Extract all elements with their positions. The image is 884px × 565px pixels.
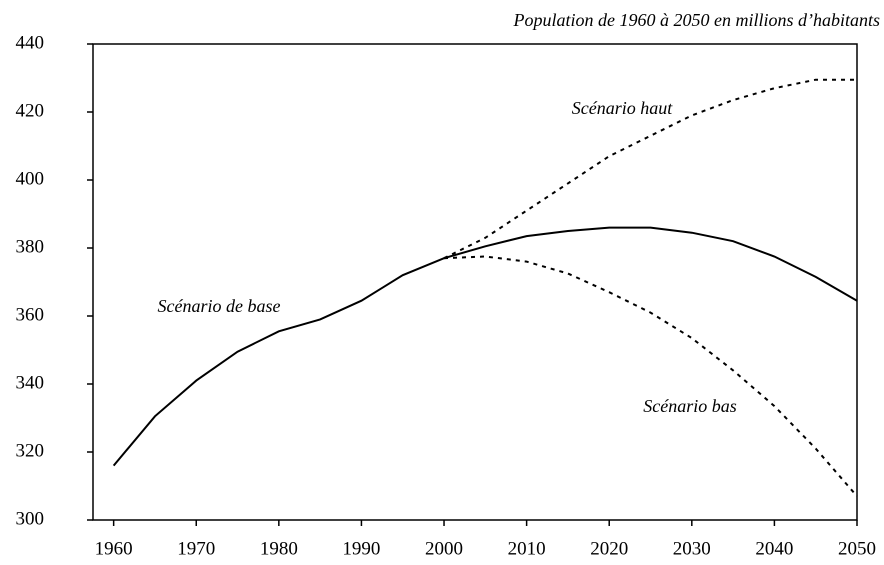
y-tick-label: 300 <box>16 508 45 529</box>
y-tick-label: 320 <box>16 440 45 461</box>
y-tick-label: 360 <box>16 304 45 325</box>
x-tick-label: 2040 <box>755 538 793 559</box>
x-tick-label: 2000 <box>425 538 463 559</box>
series-label: Scénario bas <box>643 396 737 416</box>
series-line <box>112 226 858 467</box>
series-line <box>443 78 857 260</box>
y-tick-label: 400 <box>16 168 45 189</box>
series-line <box>443 255 858 497</box>
x-tick-label: 2010 <box>508 538 546 559</box>
y-tick-label: 340 <box>16 372 45 393</box>
x-tick-label: 1990 <box>342 538 380 559</box>
x-tick-label: 2050 <box>838 538 876 559</box>
series-label: Scénario haut <box>572 98 673 118</box>
y-tick-label: 440 <box>16 32 45 53</box>
x-tick-label: 2030 <box>673 538 711 559</box>
plot-frame <box>92 43 858 521</box>
x-tick-label: 1970 <box>177 538 215 559</box>
x-tick-label: 2020 <box>590 538 628 559</box>
x-tick-label: 1980 <box>260 538 298 559</box>
y-tick-label: 420 <box>16 100 45 121</box>
x-tick-label: 1960 <box>95 538 133 559</box>
series-label: Scénario de base <box>158 296 281 316</box>
y-tick-label: 380 <box>16 236 45 257</box>
chart-title: Population de 1960 à 2050 en millions d’… <box>513 10 881 30</box>
